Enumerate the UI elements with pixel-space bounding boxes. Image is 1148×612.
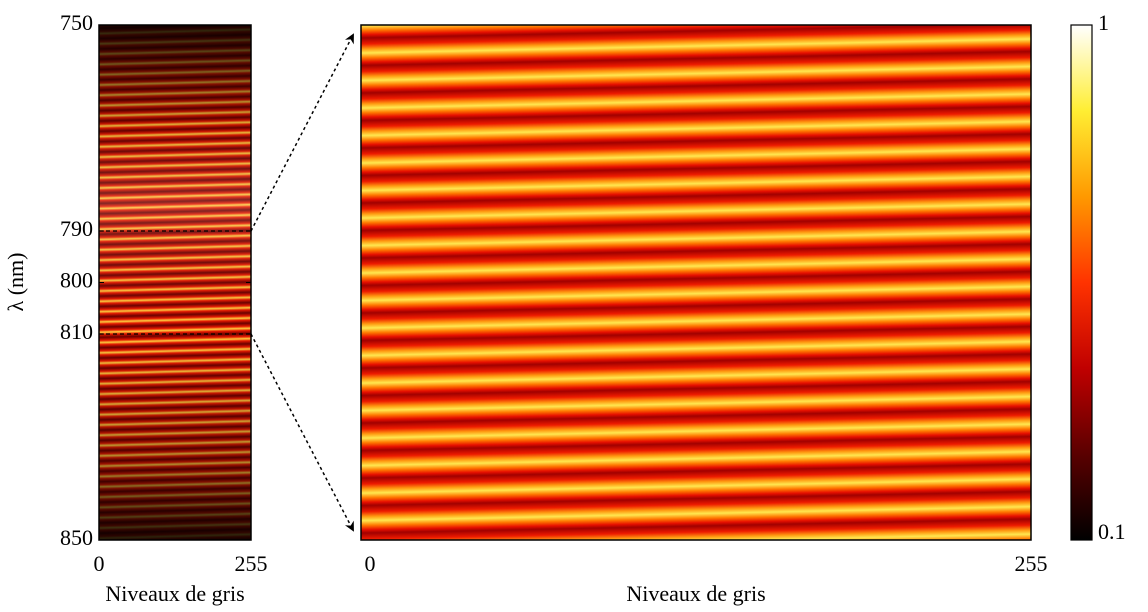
y-tick-label: 790	[60, 216, 93, 241]
x-tick-label: 0	[94, 551, 105, 576]
colorbar-tick-label: 0.1	[1098, 519, 1126, 544]
x-axis-label: Niveaux de gris	[105, 581, 244, 606]
x-tick-label: 255	[235, 551, 268, 576]
heatmap-shade	[99, 25, 251, 540]
zoom-arrow	[250, 33, 354, 232]
y-tick-label: 810	[60, 319, 93, 344]
colorbar-tick-label: 1	[1098, 10, 1109, 35]
x-tick-label: 255	[1015, 551, 1048, 576]
zoom-arrow	[250, 333, 354, 532]
colorbar	[1070, 24, 1093, 541]
x-axis-label: Niveaux de gris	[626, 581, 765, 606]
heatmap-image	[361, 25, 1031, 540]
y-tick-label: 800	[60, 268, 93, 293]
plot-frame	[360, 24, 1032, 541]
y-axis-label: λ (nm)	[3, 253, 28, 312]
x-tick-label: 0	[365, 551, 376, 576]
y-tick-label: 850	[60, 525, 93, 550]
y-tick-label: 750	[60, 10, 93, 35]
